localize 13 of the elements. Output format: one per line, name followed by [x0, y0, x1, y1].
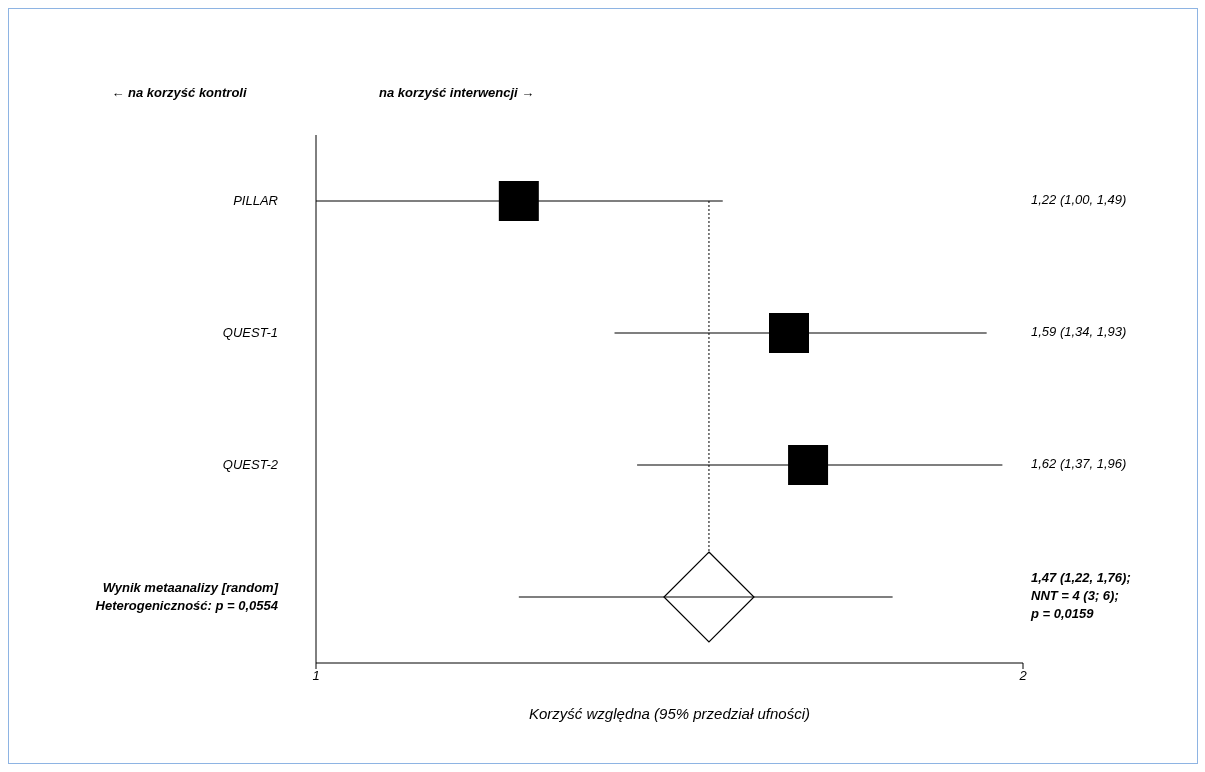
text: 1,59 (1,34, 1,93) [1031, 323, 1127, 341]
y-tick-label: QUEST-1 [222, 325, 278, 340]
x-axis-title: Korzyść względna (95% przedział ufności) [529, 705, 810, 722]
text: 1,22 (1,00, 1,49) [1031, 191, 1127, 209]
direction-note: ← na korzyść kontroli [110, 85, 248, 100]
x-tick-label: 1 [312, 668, 320, 684]
y-tick-label: Wynik metaanalizy [random] Heterogeniczność: p = 0,0554 [95, 580, 279, 613]
y-tick-label: PILLAR [233, 193, 278, 208]
text: 1,47 (1,22, 1,76); NNT = 4 (3; 6); p = 0,0159 [1031, 569, 1131, 623]
x-tick-label: 2 [1018, 668, 1028, 684]
text: 1,62 (1,37, 1,96) [1031, 455, 1127, 473]
y-tick-label: QUEST-2 [222, 457, 279, 472]
direction-note: na korzyść interwencji → [379, 85, 536, 100]
